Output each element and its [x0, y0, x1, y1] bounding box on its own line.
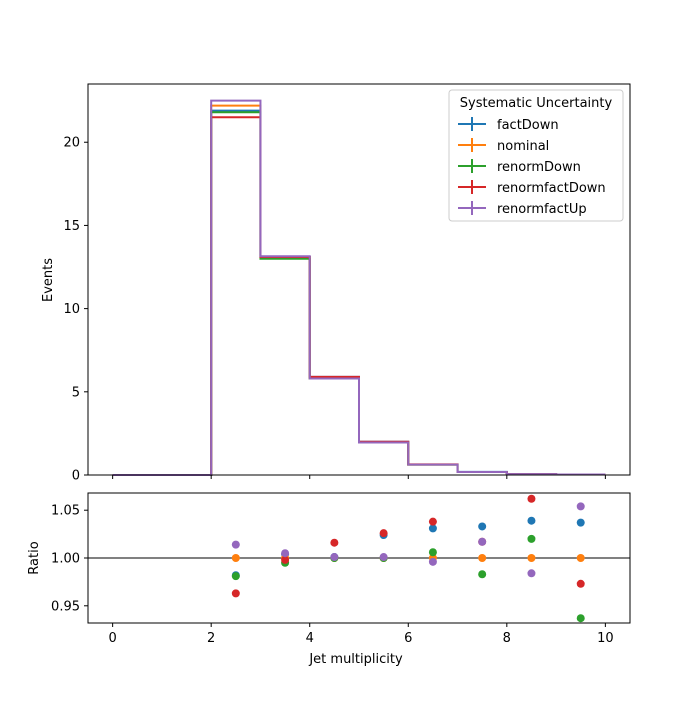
ratio-point-renormfactUp — [281, 549, 290, 558]
main-y-tick-label: 15 — [63, 219, 80, 234]
ratio-x-tick-label: 4 — [306, 631, 314, 646]
ratio-x-tick-label: 0 — [108, 631, 116, 646]
ratio-point-renormfactUp — [231, 540, 240, 549]
ratio-point-renormDown — [478, 570, 487, 579]
ratio-x-tick-label: 6 — [404, 631, 412, 646]
ratio-point-factDown — [576, 518, 585, 527]
ratio-y-tick-label: 0.95 — [51, 599, 80, 614]
ratio-point-renormfactUp — [527, 569, 536, 578]
x-axis-label: Jet multiplicity — [308, 652, 403, 667]
main-y-axis-label: Events — [41, 258, 56, 302]
ratio-point-renormfactUp — [428, 557, 437, 566]
main-y-tick-label: 0 — [72, 469, 80, 484]
ratio-point-factDown — [428, 524, 437, 533]
main-series-group — [112, 99, 606, 476]
ratio-point-nominal — [576, 554, 585, 562]
ratio-point-nominal — [231, 554, 240, 562]
legend-label-renormfactUp: renormfactUp — [497, 202, 587, 217]
main-panel: 0 5 10 15 20 Events Systematic Uncertainty f… — [41, 83, 631, 484]
legend-box — [448, 89, 624, 222]
main-y-tick-label: 5 — [72, 385, 80, 400]
ratio-x-ticks: 0 2 4 6 8 10 — [108, 623, 614, 646]
ratio-y-tick-label: 1.05 — [51, 504, 80, 519]
ratio-point-nominal — [527, 554, 536, 562]
main-y-tick-label: 20 — [63, 136, 80, 151]
ratio-point-renormDown — [527, 534, 536, 543]
ratio-y-ticks: 0.95 1.00 1.05 — [51, 504, 88, 614]
ratio-point-renormfactUp — [330, 553, 339, 562]
ratio-points-group — [231, 494, 585, 623]
ratio-point-renormfactDown — [379, 529, 388, 538]
ratio-point-renormDown — [576, 614, 585, 623]
main-x-ticks — [112, 475, 606, 479]
legend-title: Systematic Uncertainty — [460, 96, 613, 111]
main-axes-frame — [87, 83, 631, 476]
legend-label-nominal: nominal — [497, 139, 549, 154]
legend-items: factDown nominal renormDown renormfactDown r… — [458, 117, 606, 217]
ratio-x-tick-label: 2 — [207, 631, 215, 646]
ratio-x-tick-label: 10 — [597, 631, 614, 646]
ratio-point-renormfactUp — [379, 553, 388, 562]
ratio-point-renormDown — [428, 548, 437, 557]
histogram-step-renormfactUp — [112, 99, 606, 476]
legend-label-factDown: factDown — [497, 118, 559, 133]
ratio-y-axis-label: Ratio — [27, 541, 42, 574]
ratio-point-renormfactUp — [478, 537, 487, 546]
main-y-ticks: 0 5 10 15 20 — [63, 136, 88, 484]
ratio-point-nominal — [478, 554, 487, 562]
main-y-tick-label: 10 — [63, 302, 80, 317]
ratio-point-renormfactDown — [428, 517, 437, 526]
ratio-y-tick-label: 1.00 — [51, 552, 80, 567]
ratio-point-renormfactDown — [576, 579, 585, 588]
ratio-point-renormfactDown — [330, 538, 339, 547]
ratio-panel: 0 2 4 6 8 10 0.95 1.00 1.05 Ratio Jet multiplic… — [27, 492, 631, 667]
ratio-point-renormfactUp — [576, 502, 585, 511]
ratio-point-factDown — [478, 522, 487, 531]
ratio-x-tick-label: 8 — [503, 631, 511, 646]
legend: Systematic Uncertainty factDown nominal re… — [448, 89, 624, 222]
ratio-point-renormfactDown — [231, 589, 240, 598]
ratio-point-factDown — [527, 516, 536, 525]
legend-label-renormfactDown: renormfactDown — [497, 181, 606, 196]
ratio-point-renormDown — [231, 572, 240, 581]
ratio-point-renormfactDown — [281, 555, 290, 564]
legend-label-renormDown: renormDown — [497, 160, 581, 175]
ratio-point-renormfactDown — [527, 494, 536, 503]
